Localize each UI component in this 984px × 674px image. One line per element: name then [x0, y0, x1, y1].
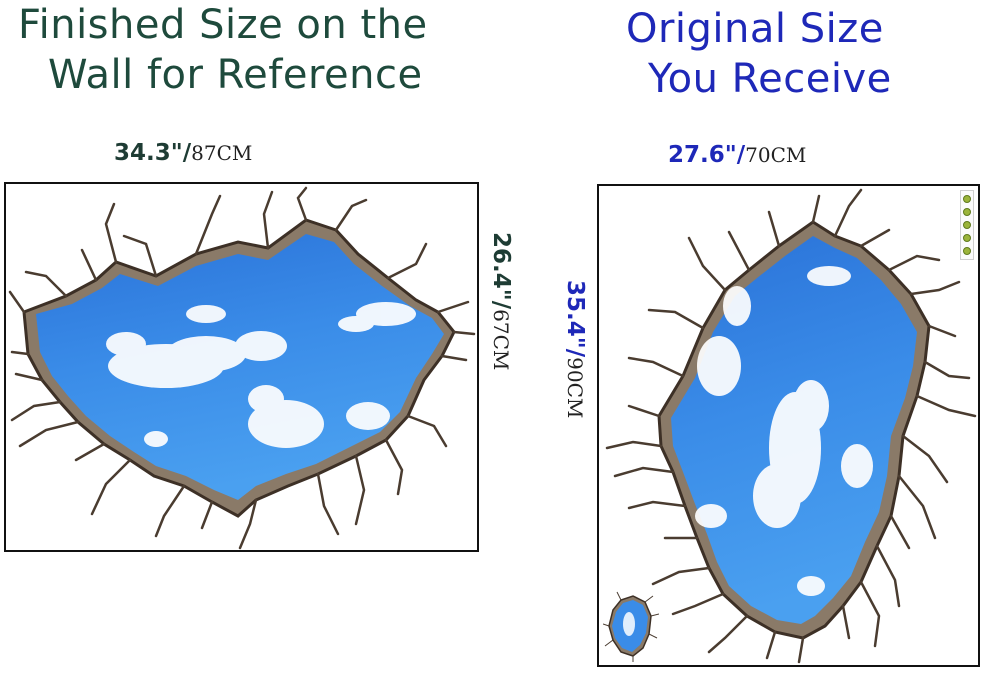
finished-height-label: 26.4"/67CM: [488, 232, 514, 370]
finished-width-inches: 34.3"/: [114, 140, 192, 166]
finished-height-inches: 26.4"/: [488, 232, 514, 310]
original-sticker-frame: [597, 184, 980, 667]
small-sticker-thumbnail: [603, 591, 659, 662]
original-size-heading-line1: Original Size: [626, 6, 884, 52]
finished-sticker-frame: [4, 182, 479, 552]
logo-dot-icon: [963, 233, 971, 242]
original-height-cm: 90CM: [563, 357, 587, 419]
finished-size-heading: Finished Size on the Wall for Reference: [18, 0, 428, 100]
sky-hole: [36, 234, 444, 500]
logo-dot-icon: [963, 246, 971, 255]
original-height-inches: 35.4"/: [562, 280, 588, 358]
finished-size-heading-line2: Wall for Reference: [48, 52, 423, 98]
original-width-label: 27.6"/70CM: [668, 142, 806, 168]
finished-height-cm: 67CM: [489, 309, 513, 371]
finished-width-label: 34.3"/87CM: [114, 140, 252, 166]
cracked-wall-sky-illustration: [605, 188, 977, 664]
original-size-heading-line2: You Receive: [648, 56, 892, 102]
logo-dot-icon: [963, 195, 971, 204]
original-width-inches: 27.6"/: [668, 142, 746, 168]
cracked-wall-sky-illustration: [8, 186, 476, 550]
brand-logo-strip: [960, 190, 974, 260]
wall-cracks: [605, 188, 977, 664]
original-size-heading: Original Size You Receive: [626, 4, 892, 104]
original-height-label: 35.4"/90CM: [562, 280, 588, 418]
clouds: [106, 302, 416, 448]
finished-width-cm: 87CM: [191, 141, 253, 165]
original-width-cm: 70CM: [745, 143, 807, 167]
wall-cracks: [8, 186, 476, 550]
finished-size-heading-line1: Finished Size on the: [18, 2, 428, 48]
logo-dot-icon: [963, 220, 971, 229]
clouds: [695, 266, 873, 596]
logo-dot-icon: [963, 208, 971, 217]
